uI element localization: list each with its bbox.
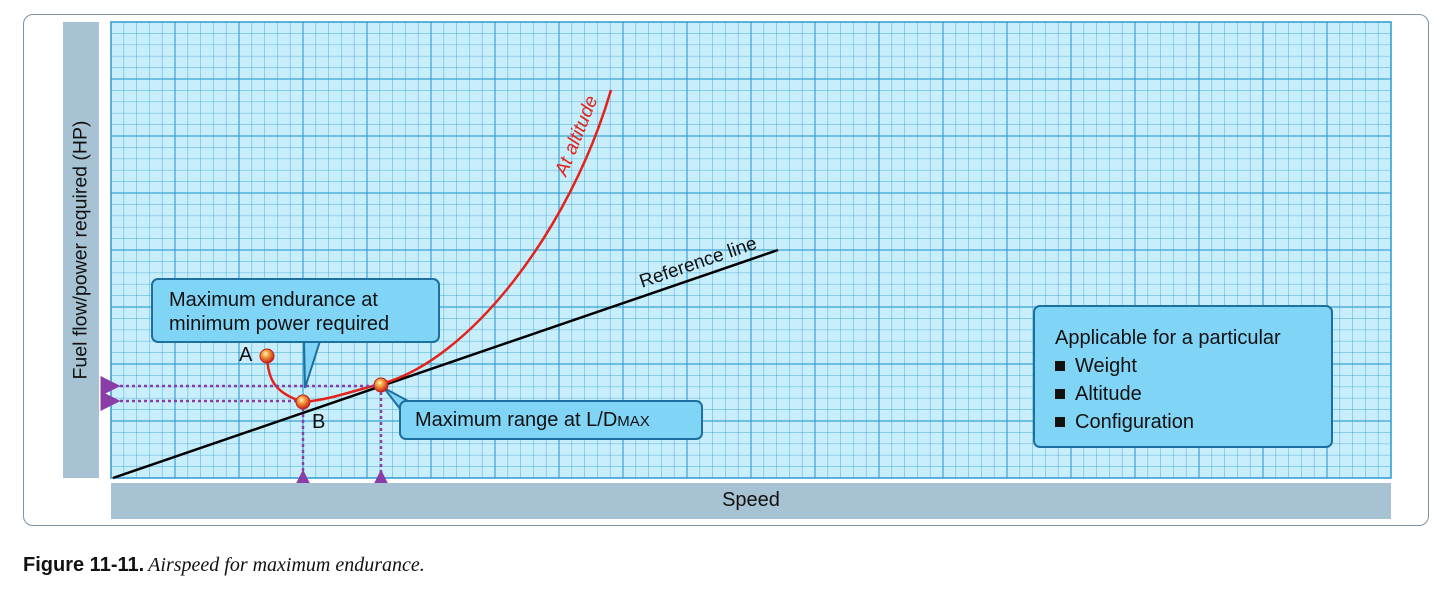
point-b-label: B (312, 411, 326, 433)
applicable-callout: Applicable for a particular Weight Altit… (1033, 305, 1333, 448)
applicable-title: Applicable for a particular (1055, 327, 1281, 349)
figure-caption-text: Airspeed for maximum endurance. (148, 554, 425, 576)
applicable-item: Weight (1055, 352, 1331, 380)
point-a-label: A (239, 344, 253, 366)
max-endurance-line1: Maximum endurance at (169, 289, 378, 311)
bullet-square-icon (1055, 389, 1065, 399)
point-b (295, 394, 311, 410)
y-axis-bar (63, 22, 99, 478)
point-ld-max (373, 377, 389, 393)
applicable-item: Configuration (1055, 408, 1331, 436)
figure-number: Figure 11-11. (23, 554, 145, 576)
point-a (259, 348, 275, 364)
x-axis-label: Speed (722, 489, 780, 511)
reference-line (112, 248, 779, 480)
max-endurance-callout: Maximum endurance at minimum power requi… (151, 278, 440, 343)
bullet-square-icon (1055, 417, 1065, 427)
figure-caption: Figure 11-11. Airspeed for maximum endura… (23, 554, 425, 577)
grid-border (110, 21, 1392, 479)
max-range-text: Maximum range at L/D (415, 409, 618, 431)
max-range-callout: Maximum range at L/DMAX (399, 400, 703, 440)
applicable-item: Altitude (1055, 380, 1331, 408)
max-range-subscript: MAX (617, 413, 650, 430)
max-endurance-line2: minimum power required (169, 313, 390, 335)
bullet-square-icon (1055, 361, 1065, 371)
x-axis-bar: Speed (111, 483, 1391, 519)
